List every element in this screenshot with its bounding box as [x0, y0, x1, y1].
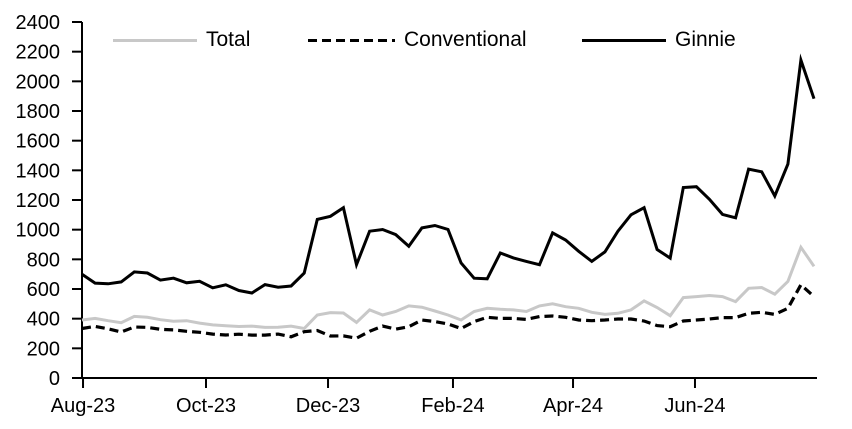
y-tick-label: 200	[27, 338, 60, 360]
ginnie-line-sample-icon	[582, 38, 666, 42]
legend-item-total[interactable]: Total	[113, 27, 250, 53]
conventional-series-line	[81, 282, 816, 340]
y-tick-label: 1600	[16, 131, 61, 153]
legend-item-ginnie[interactable]: Ginnie	[582, 27, 736, 53]
y-tick-label: 800	[27, 249, 60, 271]
conventional-line-sample-icon	[308, 38, 395, 42]
y-tick-label: 1400	[16, 160, 61, 182]
y-tick-label: 2200	[16, 42, 61, 64]
y-tick-label: 600	[27, 279, 60, 301]
y-tick-label: 1800	[16, 101, 61, 123]
total-series-line	[81, 244, 816, 331]
x-tick-label: Apr-24	[543, 395, 603, 417]
y-tick-label: 1000	[16, 220, 61, 242]
ginnie-series-line	[81, 53, 816, 295]
total-line-sample-icon	[113, 38, 197, 42]
legend-item-conventional[interactable]: Conventional	[308, 27, 527, 53]
legend-label-total: Total	[206, 28, 251, 51]
legend-label-ginnie: Ginnie	[675, 28, 736, 51]
chart-legend: Total Conventional Ginnie	[0, 27, 852, 53]
x-tick-label: Dec-23	[296, 395, 360, 417]
y-tick-label: 0	[49, 368, 60, 390]
y-tick-label: 2000	[16, 71, 61, 93]
x-tick-label: Oct-23	[176, 395, 236, 417]
x-tick-label: Aug-23	[51, 395, 116, 417]
x-tick-label: Feb-24	[421, 395, 484, 417]
y-tick-label: 400	[27, 309, 60, 331]
y-tick-label: 1200	[16, 190, 61, 212]
x-tick-label: Jun-24	[664, 395, 725, 417]
y-tick-label: 2400	[16, 12, 61, 34]
legend-label-conventional: Conventional	[404, 28, 527, 51]
